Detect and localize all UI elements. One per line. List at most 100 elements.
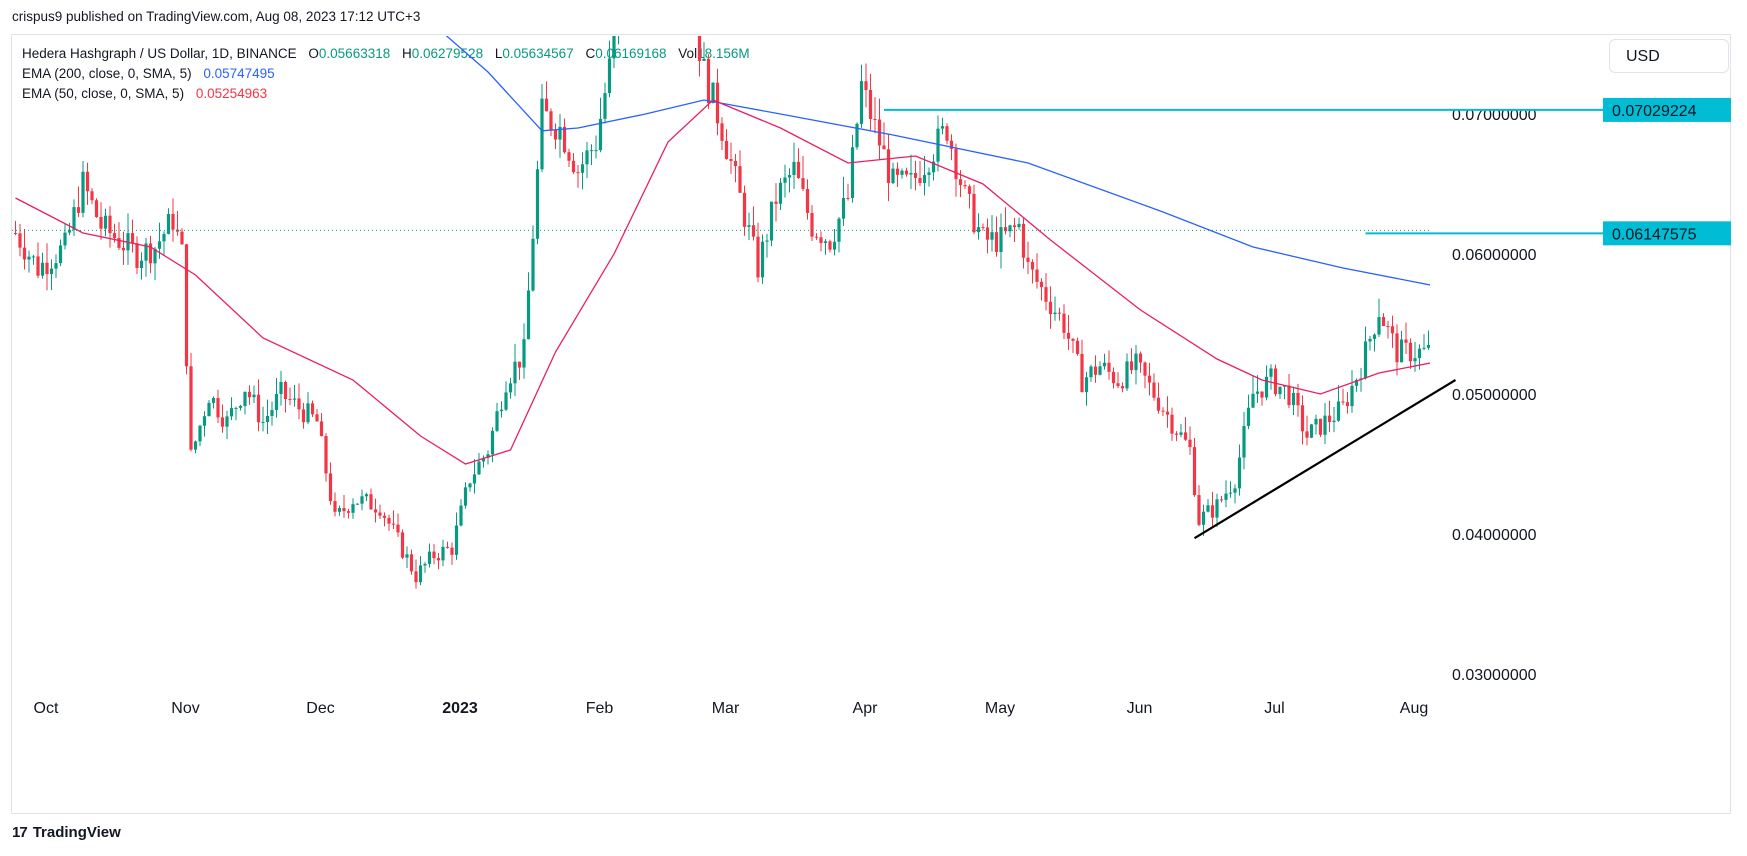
- candle-body: [63, 232, 67, 246]
- candle-body: [1201, 511, 1206, 525]
- candle-body: [963, 185, 967, 187]
- candle-body: [319, 421, 324, 437]
- candle-body: [864, 81, 868, 90]
- candle-body: [67, 229, 72, 233]
- candle-body: [1264, 376, 1269, 398]
- resistance-price-tag: [1603, 97, 1731, 122]
- candle-body: [22, 247, 27, 260]
- candle-body: [207, 402, 211, 417]
- candle-body: [216, 397, 220, 418]
- candle-body: [256, 394, 261, 423]
- candle-body: [778, 182, 783, 204]
- candle-body: [162, 233, 166, 242]
- candle-body: [760, 241, 765, 278]
- candle-body: [1152, 382, 1156, 398]
- x-tick-label: Apr: [853, 700, 879, 717]
- candle-body: [468, 483, 472, 488]
- candle-body: [193, 441, 198, 450]
- candle-body: [252, 394, 256, 398]
- candle-body: [1165, 411, 1170, 415]
- candle-body: [243, 391, 247, 406]
- candle-body: [1413, 358, 1417, 362]
- candle-body: [742, 192, 747, 227]
- candle-body: [1233, 488, 1237, 493]
- candle-body: [1314, 418, 1318, 425]
- candle-body: [1336, 401, 1341, 421]
- y-tick-label: 0.03000000: [1452, 667, 1537, 684]
- candle-body: [513, 361, 517, 384]
- candle-body: [1436, 327, 1439, 355]
- candle-body: [747, 225, 751, 227]
- candle-body: [526, 290, 531, 340]
- y-tick-label: 0.05000000: [1452, 387, 1537, 404]
- candle-body: [360, 496, 364, 504]
- candle-body: [45, 262, 49, 275]
- candle-body: [936, 128, 940, 162]
- candle-body: [576, 172, 580, 174]
- candle-body: [886, 149, 891, 184]
- candle-body: [1309, 424, 1314, 438]
- candle-body: [499, 409, 504, 412]
- x-tick-label: Oct: [34, 700, 59, 717]
- ema200-label: EMA (200, close, 0, SMA, 5): [22, 66, 192, 81]
- candle-body: [229, 408, 234, 417]
- currency-button[interactable]: USD: [1609, 39, 1729, 73]
- x-tick-label: Nov: [171, 700, 199, 717]
- candle-body: [54, 263, 58, 269]
- candle-body: [1372, 334, 1377, 339]
- candle-body: [198, 425, 202, 442]
- candle-body: [1440, 317, 1443, 327]
- candle-body: [1224, 493, 1228, 500]
- candle-body: [306, 403, 310, 423]
- candle-body: [121, 247, 126, 251]
- legend-ema200-row[interactable]: EMA (200, close, 0, SMA, 5) 0.05747495: [22, 64, 750, 84]
- candle-body: [774, 201, 778, 204]
- candle-body: [792, 161, 796, 176]
- candle-body: [1026, 257, 1030, 262]
- candle-body: [706, 58, 711, 103]
- candle-body: [148, 243, 153, 264]
- candle-body: [922, 174, 927, 184]
- candle-body: [544, 98, 549, 112]
- candle-body: [202, 416, 207, 426]
- candle-body: [814, 236, 819, 238]
- tradingview-brand: TradingView: [32, 824, 121, 841]
- candle-body: [504, 392, 508, 410]
- candle-body: [1183, 432, 1188, 440]
- candle-body: [270, 410, 274, 416]
- candle-body: [85, 171, 90, 192]
- candle-body: [94, 200, 99, 218]
- candle-body: [432, 551, 436, 559]
- candle-body: [436, 558, 441, 561]
- candle-body: [1206, 505, 1210, 512]
- legend-ema50-row[interactable]: EMA (50, close, 0, SMA, 5) 0.05254963: [22, 84, 750, 104]
- candle-body: [364, 494, 369, 497]
- candle-body: [927, 172, 931, 175]
- candle-body: [828, 241, 832, 250]
- x-tick-label: Mar: [712, 700, 740, 717]
- candle-body: [1125, 361, 1129, 389]
- candle-body: [689, 0, 692, 8]
- candle-body: [130, 233, 135, 244]
- candle-body: [1089, 366, 1093, 378]
- tradingview-logo-icon: 17: [12, 824, 28, 841]
- candle-body: [153, 248, 157, 264]
- candle-body: [958, 179, 963, 186]
- candle-body: [454, 525, 459, 555]
- candle-body: [175, 229, 180, 232]
- candle-body: [1147, 375, 1152, 383]
- candle-body: [288, 398, 292, 400]
- candle-body: [486, 454, 490, 458]
- candle-body: [211, 397, 216, 403]
- tradingview-logo[interactable]: 17 TradingView: [12, 824, 121, 841]
- candle-body: [1327, 415, 1332, 423]
- candle-body: [18, 233, 22, 248]
- candle-body: [580, 164, 585, 173]
- candle-body: [1075, 340, 1080, 354]
- candle-body: [1107, 362, 1111, 372]
- candle-body: [1048, 301, 1053, 315]
- candle-body: [1084, 377, 1089, 393]
- x-tick-label: 2023: [442, 700, 478, 717]
- open-value: 0.05663318: [318, 46, 391, 61]
